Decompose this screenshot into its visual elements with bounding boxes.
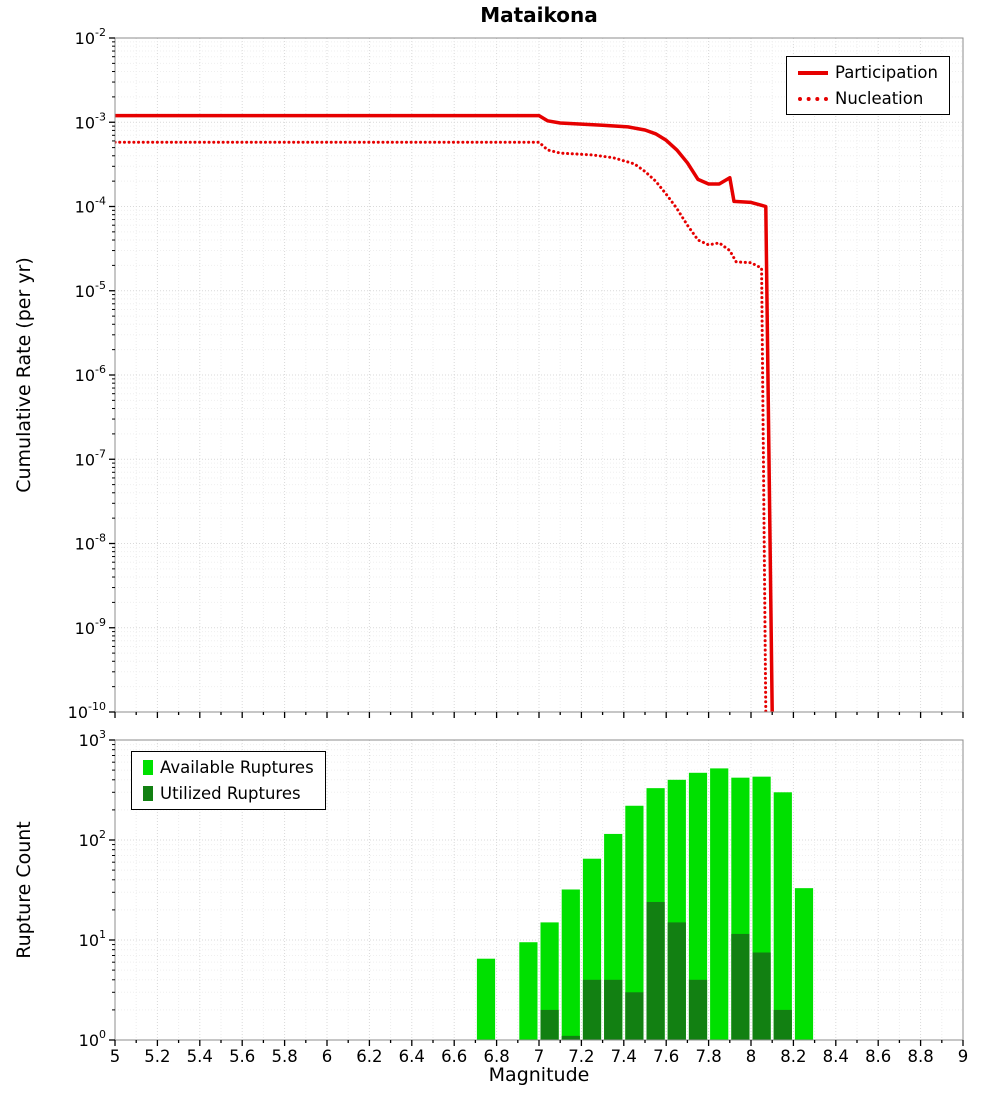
y-tick-label: 10-10 — [68, 700, 106, 722]
x-tick-label: 6 — [322, 1047, 333, 1066]
utilized-bar — [625, 992, 644, 1040]
y-tick-label: 10-5 — [75, 279, 106, 301]
utilized-bar — [773, 1009, 792, 1040]
legend-label-utilized: Utilized Ruptures — [160, 784, 301, 803]
utilized-bar — [561, 1035, 580, 1040]
available-bar — [710, 768, 729, 1040]
x-tick-label: 5.2 — [144, 1047, 170, 1066]
y-axis-label-count-wrap: Rupture Count — [0, 740, 48, 1040]
x-axis-label: Magnitude — [488, 1064, 590, 1086]
available-bar — [519, 942, 538, 1040]
available-bar-sample — [143, 760, 153, 775]
y-tick-label: 103 — [79, 728, 106, 750]
legend-label-nucleation: Nucleation — [834, 89, 924, 108]
legend-ruptures: Available Ruptures Utilized Ruptures — [131, 751, 326, 810]
x-tick-label: 5.4 — [187, 1047, 213, 1066]
legend-label-participation: Participation — [834, 63, 938, 82]
x-tick-label: 8.2 — [780, 1047, 806, 1066]
x-tick-label: 5 — [110, 1047, 121, 1066]
legend-item-utilized: Utilized Ruptures — [143, 784, 314, 803]
nucleation-line-sample — [797, 96, 828, 101]
available-bar — [476, 958, 496, 1040]
x-tick-label: 6.8 — [483, 1047, 509, 1066]
utilized-bar — [646, 901, 665, 1040]
y-tick-label: 10-4 — [75, 195, 106, 217]
utilized-bar — [667, 922, 686, 1040]
x-tick-label: 7.4 — [611, 1047, 637, 1066]
x-tick-label: 9 — [958, 1047, 969, 1066]
x-tick-label: 8 — [746, 1047, 757, 1066]
y-axis-label-rate: Cumulative Rate (per yr) — [13, 257, 36, 493]
utilized-bar — [604, 979, 623, 1040]
utilized-bar — [731, 933, 750, 1040]
utilized-bar — [752, 952, 771, 1040]
y-tick-label: 10-6 — [75, 363, 106, 385]
y-axis-label-count: Rupture Count — [13, 821, 35, 959]
x-tick-label: 7.8 — [695, 1047, 721, 1066]
participation-line — [115, 113, 774, 712]
utilized-bar-sample — [143, 786, 153, 801]
x-tick-label: 6.4 — [399, 1047, 425, 1066]
y-axis-label-rate-wrap: Cumulative Rate (per yr) — [0, 38, 48, 712]
y-tick-label: 10-8 — [75, 532, 106, 554]
y-tick-label: 10-3 — [75, 110, 106, 132]
y-tick-label: 101 — [79, 928, 106, 950]
y-tick-label: 102 — [79, 828, 106, 850]
legend-item-nucleation: Nucleation — [797, 89, 938, 108]
legend-item-participation: Participation — [797, 63, 938, 82]
utilized-bar — [688, 979, 708, 1040]
chart-title: Mataikona — [480, 3, 598, 27]
x-tick-label: 7.2 — [568, 1047, 594, 1066]
available-bar — [773, 792, 792, 1040]
utilized-bar — [540, 1009, 559, 1040]
participation-line-sample — [797, 70, 828, 75]
x-tick-label: 5.8 — [271, 1047, 297, 1066]
x-tick-label: 8.4 — [823, 1047, 849, 1066]
x-tick-label: 8.6 — [865, 1047, 891, 1066]
x-tick-label: 6.2 — [356, 1047, 382, 1066]
x-tick-label: 7.6 — [653, 1047, 679, 1066]
legend-rate: Participation Nucleation — [785, 56, 950, 115]
y-tick-label: 100 — [79, 1028, 106, 1050]
y-tick-label: 10-7 — [75, 447, 106, 469]
x-tick-label: 7 — [534, 1047, 545, 1066]
y-tick-label: 10-2 — [75, 26, 106, 48]
y-tick-label: 10-9 — [75, 616, 106, 638]
available-bar — [625, 805, 644, 1040]
x-tick-label: 5.6 — [229, 1047, 255, 1066]
legend-item-available: Available Ruptures — [143, 758, 314, 777]
available-bar — [561, 889, 580, 1040]
utilized-bar — [582, 979, 602, 1040]
x-tick-label: 6.6 — [441, 1047, 467, 1066]
available-bar — [688, 772, 708, 1040]
x-tick-label: 8.8 — [907, 1047, 933, 1066]
legend-label-available: Available Ruptures — [160, 758, 314, 777]
nucleation-line — [115, 140, 768, 712]
available-bar — [794, 888, 814, 1040]
